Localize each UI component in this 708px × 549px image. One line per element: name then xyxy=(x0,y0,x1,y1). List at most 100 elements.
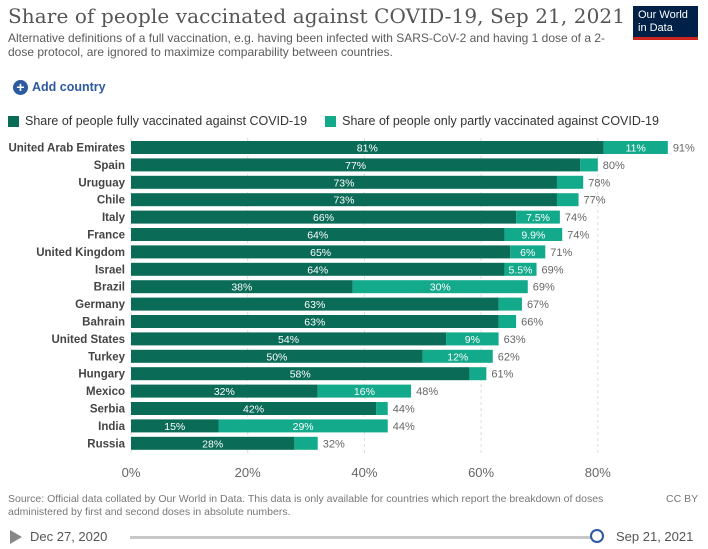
country-label: Bahrain xyxy=(82,317,125,329)
country-label: Turkey xyxy=(88,351,125,363)
bar-partly-vaccinated xyxy=(504,262,537,276)
total-label: 74% xyxy=(567,230,589,242)
total-label: 74% xyxy=(565,212,587,224)
source-note: Source: Official data collated by Our Wo… xyxy=(8,493,604,518)
data-label-partly: 29% xyxy=(293,421,314,433)
total-label: 61% xyxy=(491,369,513,381)
total-label: 69% xyxy=(542,264,564,276)
data-label-fully: 73% xyxy=(333,177,354,189)
bar-fully-vaccinated xyxy=(131,228,505,241)
license-link[interactable]: CC BY xyxy=(666,493,699,505)
data-label-fully: 64% xyxy=(307,264,328,276)
x-tick-label: 0% xyxy=(122,465,141,480)
total-label: 32% xyxy=(323,438,345,450)
add-country-label: Add country xyxy=(32,80,106,94)
bar-partly-vaccinated xyxy=(603,141,668,154)
data-label-fully: 42% xyxy=(243,404,264,416)
bar-fully-vaccinated xyxy=(131,158,581,172)
bar-fully-vaccinated xyxy=(131,245,511,259)
country-label: United Kingdom xyxy=(36,247,125,259)
bar-partly-vaccinated xyxy=(580,158,598,172)
bar-partly-vaccinated xyxy=(504,228,563,241)
country-label: Hungary xyxy=(78,369,125,381)
bar-partly-vaccinated xyxy=(469,367,487,381)
data-label-fully: 64% xyxy=(307,230,328,242)
data-label-fully: 63% xyxy=(304,299,325,311)
logo-line-1: Our World xyxy=(638,9,688,21)
add-country-button[interactable]: + Add country xyxy=(13,78,106,96)
x-tick-label: 20% xyxy=(235,465,261,480)
data-label-fully: 65% xyxy=(310,247,331,259)
total-label: 63% xyxy=(504,334,526,346)
data-label-partly: 12% xyxy=(447,351,468,363)
total-label: 44% xyxy=(393,404,415,416)
country-label: United States xyxy=(52,334,126,346)
bar-fully-vaccinated xyxy=(131,175,557,189)
bar-fully-vaccinated xyxy=(131,384,318,398)
data-label-partly: 30% xyxy=(430,282,451,294)
data-label-partly: 7.5% xyxy=(526,212,550,224)
bar-fully-vaccinated xyxy=(131,402,377,415)
legend-swatch-full xyxy=(8,115,19,127)
play-icon[interactable] xyxy=(10,530,22,544)
timeline-start-date: Dec 27, 2020 xyxy=(30,529,108,544)
bar-partly-vaccinated xyxy=(556,175,584,189)
bar-fully-vaccinated xyxy=(131,436,295,450)
bar-partly-vaccinated xyxy=(516,210,560,224)
bar-fully-vaccinated xyxy=(131,210,517,224)
total-label: 69% xyxy=(533,282,555,294)
data-label-fully: 66% xyxy=(313,212,334,224)
data-label-fully: 73% xyxy=(333,195,354,207)
timeline-handle[interactable] xyxy=(590,529,604,543)
data-label-partly: 9.9% xyxy=(521,230,545,242)
logo-line-2: in Data xyxy=(638,22,673,34)
timeline: Dec 27, 2020 Sep 21, 2021 xyxy=(0,527,708,547)
total-label: 77% xyxy=(584,195,606,207)
data-label-partly: 16% xyxy=(354,386,375,398)
country-label: Chile xyxy=(97,195,125,207)
bar-fully-vaccinated xyxy=(131,262,505,276)
bar-partly-vaccinated xyxy=(218,419,388,433)
bar-partly-vaccinated xyxy=(498,297,522,311)
country-label: United Arab Emirates xyxy=(8,143,125,155)
data-label-fully: 38% xyxy=(231,282,252,294)
total-label: 44% xyxy=(393,421,415,433)
chart-subtitle: Alternative definitions of a full vaccin… xyxy=(8,31,606,59)
bar-partly-vaccinated xyxy=(510,245,546,259)
bar-partly-vaccinated xyxy=(352,280,528,294)
data-label-partly: 6% xyxy=(520,247,535,259)
total-label: 62% xyxy=(498,351,520,363)
owid-logo[interactable]: Our World in Data xyxy=(633,6,698,40)
legend-item-partial[interactable]: Share of people only partly vaccinated a… xyxy=(325,114,659,128)
bar-partly-vaccinated xyxy=(556,193,579,207)
bar-fully-vaccinated xyxy=(131,297,499,311)
bar-fully-vaccinated xyxy=(131,315,499,328)
country-label: Russia xyxy=(87,438,125,450)
legend-label-partial: Share of people only partly vaccinated a… xyxy=(342,114,659,128)
bar-fully-vaccinated xyxy=(131,367,470,381)
plus-circle-icon: + xyxy=(13,79,28,95)
data-label-partly: 11% xyxy=(626,143,646,155)
total-label: 91% xyxy=(673,143,695,155)
bar-partly-vaccinated xyxy=(498,315,517,328)
bar-fully-vaccinated xyxy=(131,349,423,363)
bar-fully-vaccinated xyxy=(131,419,219,433)
country-label: Mexico xyxy=(86,386,125,398)
data-label-fully: 54% xyxy=(278,334,299,346)
country-label: Brazil xyxy=(94,282,125,294)
data-label-fully: 50% xyxy=(266,351,287,363)
legend-item-full[interactable]: Share of people fully vaccinated against… xyxy=(8,114,307,128)
chart-title: Share of people vaccinated against COVID… xyxy=(8,4,626,28)
timeline-end-date: Sep 21, 2021 xyxy=(616,529,694,544)
total-label: 78% xyxy=(588,177,610,189)
country-label: Spain xyxy=(94,160,125,172)
x-tick-label: 80% xyxy=(585,465,611,480)
data-label-partly: 5.5% xyxy=(509,264,533,276)
country-label: India xyxy=(98,421,125,433)
total-label: 71% xyxy=(550,247,572,259)
data-label-fully: 28% xyxy=(202,438,223,450)
bar-partly-vaccinated xyxy=(376,402,388,415)
chart-legend: Share of people fully vaccinated against… xyxy=(8,114,677,128)
bar-fully-vaccinated xyxy=(131,332,447,346)
timeline-track[interactable] xyxy=(130,536,596,539)
